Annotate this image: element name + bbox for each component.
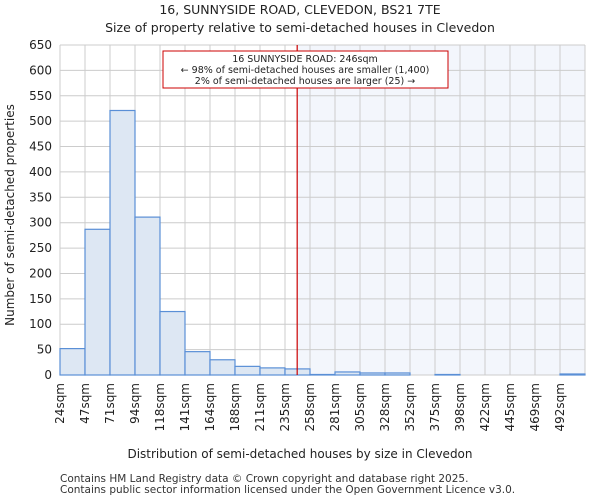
y-tick-label: 500 [29,114,52,128]
x-tick-label: 24sqm [53,383,67,424]
annotation-line-2: ← 98% of semi-detached houses are smalle… [181,65,430,76]
x-tick-label: 211sqm [253,383,267,431]
x-tick-label: 258sqm [303,383,317,431]
x-tick-label: 188sqm [228,383,242,431]
y-tick-label: 450 [29,140,52,154]
histogram-bar [59,348,86,376]
x-tick-label: 235sqm [278,383,292,431]
y-tick-label: 400 [29,165,52,179]
x-tick-label: 398sqm [453,383,467,431]
histogram-bar [434,373,461,376]
x-tick-label: 94sqm [128,383,142,424]
histogram-chart: 16, SUNNYSIDE ROAD, CLEVEDON, BS21 7TE S… [3,2,586,461]
y-tick-label: 600 [29,63,52,77]
histogram-bar [559,373,586,376]
larger-region-shade [297,45,585,375]
x-tick-label: 118sqm [153,383,167,431]
histogram-bar [184,351,211,376]
y-tick-label: 0 [44,368,52,382]
y-tick-label: 550 [29,89,52,103]
y-tick-label: 650 [29,38,52,52]
x-tick-label: 352sqm [403,383,417,431]
annotation-line-3: 2% of semi-detached houses are larger (2… [195,76,415,87]
x-tick-label: 422sqm [478,383,492,431]
histogram-bar [159,310,186,376]
histogram-bar [84,228,111,376]
y-tick-label: 200 [29,266,52,280]
y-tick-label: 50 [37,343,52,357]
chart-title: 16, SUNNYSIDE ROAD, CLEVEDON, BS21 7TE [159,2,440,17]
histogram-bar [234,365,261,376]
x-tick-label: 469sqm [528,383,542,431]
histogram-bar [209,359,236,376]
histogram-bar [359,372,386,376]
y-axis-label: Number of semi-detached properties [3,104,17,326]
annotation-line-1: 16 SUNNYSIDE ROAD: 246sqm [232,54,378,65]
y-tick-label: 250 [29,241,52,255]
x-tick-label: 141sqm [178,383,192,431]
histogram-bar [109,109,136,376]
histogram-bar [309,373,336,376]
x-tick-label: 281sqm [328,383,342,431]
y-tick-label: 150 [29,292,52,306]
x-axis-label: Distribution of semi-detached houses by … [127,447,472,461]
x-tick-label: 445sqm [503,383,517,431]
histogram-bar [134,216,161,376]
x-tick-label: 328sqm [378,383,392,431]
histogram-bar [334,371,361,376]
chart-subtitle: Size of property relative to semi-detach… [105,20,495,35]
y-tick-label: 350 [29,190,52,204]
x-tick-label: 47sqm [78,383,92,424]
y-tick-label: 300 [29,216,52,230]
y-tick-label: 100 [29,317,52,331]
x-tick-label: 164sqm [203,383,217,431]
annotation-box [162,50,449,89]
histogram-bar [259,367,286,376]
footer-licence: Contains public sector information licen… [60,484,516,496]
x-tick-label: 375sqm [428,383,442,431]
histogram-bar [384,372,411,376]
x-tick-label: 492sqm [553,383,567,431]
footer-copyright: Contains HM Land Registry data © Crown c… [60,473,469,485]
x-tick-label: 71sqm [103,383,117,424]
x-tick-label: 305sqm [353,383,367,431]
